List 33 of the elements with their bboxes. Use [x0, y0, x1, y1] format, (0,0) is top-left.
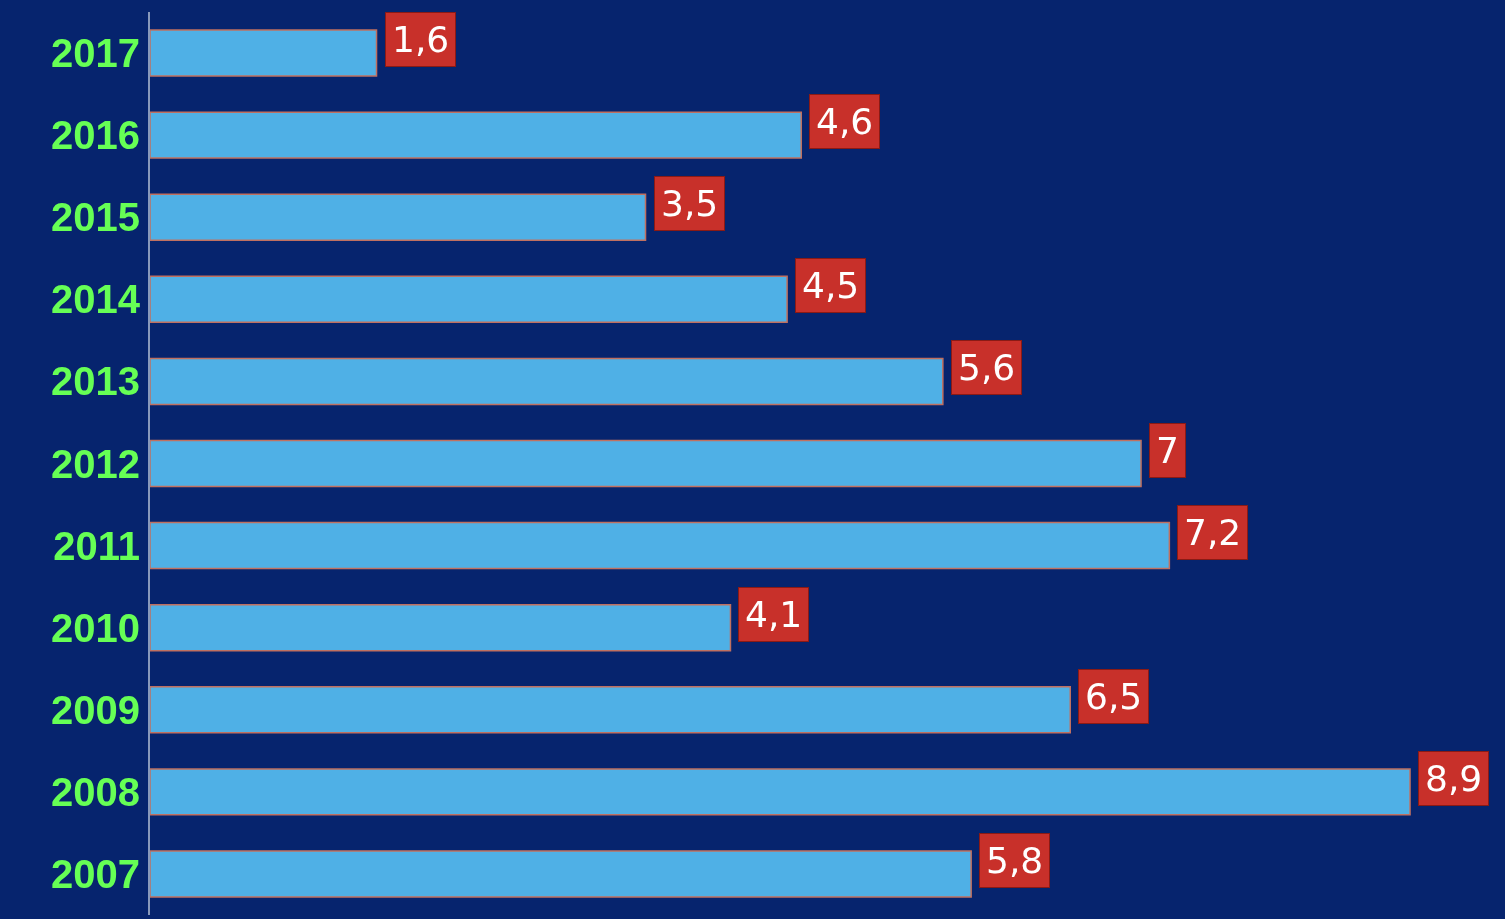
bar [150, 686, 1072, 734]
y-tick-label: 2012 [51, 441, 140, 486]
y-tick-label: 2017 [51, 31, 140, 76]
data-label: 7 [1156, 430, 1179, 471]
data-label: 8,9 [1425, 758, 1483, 799]
data-label: 6,5 [1085, 676, 1143, 717]
y-tick-label: 2009 [51, 687, 140, 732]
bar [150, 768, 1411, 816]
data-label: 4,5 [802, 265, 860, 306]
data-label: 5,8 [986, 840, 1044, 881]
bar [150, 521, 1171, 570]
y-tick-label: 2008 [51, 769, 140, 814]
y-tick-label: 2014 [51, 277, 141, 322]
bar [150, 111, 803, 159]
bar [150, 439, 1142, 488]
data-label: 4,6 [816, 101, 874, 142]
y-tick-label: 2013 [51, 359, 140, 404]
bar [150, 29, 378, 77]
y-tick-label: 2011 [53, 523, 140, 568]
bar [150, 357, 944, 406]
data-label: 5,6 [958, 347, 1016, 388]
bar [150, 275, 788, 324]
y-tick-label: 2015 [51, 195, 140, 240]
data-label: 1,6 [392, 19, 450, 60]
data-label: 3,5 [661, 183, 719, 224]
bar [150, 850, 972, 898]
bar [150, 603, 732, 652]
data-label: 7,2 [1184, 512, 1242, 553]
bar [150, 193, 647, 241]
data-label: 4,1 [745, 594, 803, 635]
y-tick-label: 2010 [51, 605, 140, 650]
y-tick-label: 2016 [51, 113, 140, 158]
y-tick-label: 2007 [51, 851, 140, 896]
